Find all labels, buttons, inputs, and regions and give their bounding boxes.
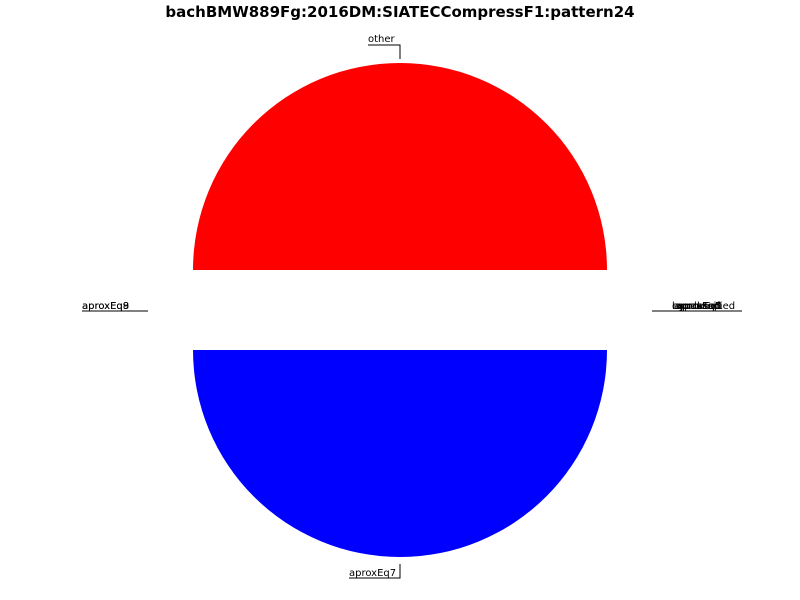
slice-label-aproxEq8: aproxEq8 [82,301,129,312]
slice-label-bypassed: bypassed [672,301,720,312]
slice-label-other: other [368,34,396,45]
slice-label-aproxEq0: aproxEq0 [674,301,721,312]
slice-label-aproxEq5: aproxEq5 [674,301,721,312]
slice-label-equal: equal [672,301,700,312]
slice-label-aproxEq1: aproxEq1 [676,301,723,312]
slice-label-aproxEq9: aproxEq9 [82,301,129,312]
leader-line-aproxEq7 [349,564,401,579]
pie-slice-aproxEq7 [193,350,607,557]
slice-label-aproxEq7: aproxEq7 [349,568,396,579]
pie-slice-other [193,63,607,270]
leader-line-other [368,44,401,59]
slice-label-unclassified: unclassified [676,301,735,312]
chart-title: bachBMW889Fg:2016DM:SIATECCompressF1:pat… [165,3,635,21]
